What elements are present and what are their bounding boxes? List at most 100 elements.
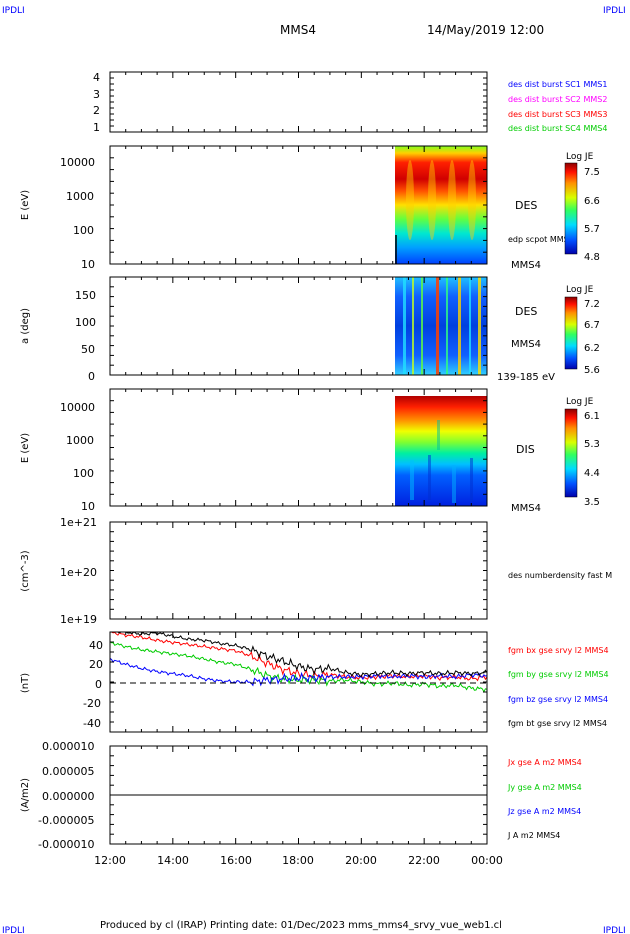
des-pitch-colorbar <box>564 296 578 370</box>
bfield-frame <box>109 631 488 733</box>
des-energy-striations <box>406 160 476 240</box>
density-ytick: 1e+19 <box>60 613 97 626</box>
density-ytick: 1e+21 <box>60 516 97 529</box>
burst-yticks: 4 3 2 1 <box>93 71 100 134</box>
des-pitch-panel: a (deg) 150 100 50 0 DES MMS4 139-185 eV… <box>20 276 600 383</box>
bfield-legend-bz: fgm bz gse srvy l2 MMS4 <box>508 695 608 704</box>
xtick-label: 18:00 <box>282 854 314 867</box>
xtick-label: 14:00 <box>157 854 189 867</box>
cbar-tick: 5.3 <box>584 439 600 450</box>
current-legend-jx: Jx gse A m2 MMS4 <box>507 758 582 767</box>
xtick-label: 00:00 <box>471 854 503 867</box>
des-pitch-ytick: 0 <box>88 370 95 383</box>
ipdli-bottom-left: IPDLI <box>2 926 25 934</box>
burst-ytick: 2 <box>93 104 100 117</box>
cbar-tick: 7.5 <box>584 167 600 178</box>
cbar-tick: 6.1 <box>584 411 600 422</box>
bfield-ytick: -20 <box>83 697 101 710</box>
ipdli-top-left: IPDLI <box>2 6 25 16</box>
dis-energy-texture <box>410 420 473 503</box>
des-energy-ytick: 100 <box>73 224 94 237</box>
burst-ytick: 4 <box>93 71 100 84</box>
des-pitch-side-label: DES <box>515 305 537 318</box>
burst-ytick: 3 <box>93 88 100 101</box>
spacecraft-title: MMS4 <box>280 23 316 37</box>
burst-frame <box>109 71 488 133</box>
time-axis-labels: 12:00 14:00 16:00 18:00 20:00 22:00 00:0… <box>94 854 503 867</box>
des-pitch-ylabel: a (deg) <box>20 308 31 344</box>
bfield-ytick: 20 <box>89 658 103 671</box>
bfield-legend-bx: fgm bx gse srvy l2 MMS4 <box>508 646 609 655</box>
des-energy-ytick: 10 <box>81 258 95 271</box>
dis-energy-ytick: 10 <box>81 500 95 513</box>
des-energy-colorbar-title: Log JE <box>566 152 594 162</box>
cbar-tick: 6.6 <box>584 196 600 207</box>
density-legend: des numberdensity fast M <box>508 571 612 580</box>
series-line <box>109 641 488 693</box>
bfield-panel: (nT) 40 20 0 -20 -40 fgm bx gse srvy l2 … <box>20 631 609 733</box>
ipdli-bottom-right: IPDLI <box>603 926 626 934</box>
dis-energy-panel: E (eV) 10000 1000 100 10 DIS MMS4 Log JE… <box>20 388 600 514</box>
dis-energy-ytick: 10000 <box>60 401 95 414</box>
datetime-title: 14/May/2019 12:00 <box>427 23 544 37</box>
bfield-legend-by: fgm by gse srvy l2 MMS4 <box>508 670 609 679</box>
burst-ytick: 1 <box>93 121 100 134</box>
des-energy-panel: E (eV) 10000 1000 100 10 DES edp scpot M… <box>20 145 600 271</box>
xtick-label: 16:00 <box>220 854 252 867</box>
density-panel: (cm^-3) 1e+21 1e+20 1e+19 des numberdens… <box>20 516 612 626</box>
current-legend-j: J A m2 MMS4 <box>507 831 560 840</box>
series-line <box>110 631 488 678</box>
burst-panel: 4 3 2 1 des dist burst SC1 MMS1 des dist… <box>93 71 607 134</box>
cbar-tick: 7.2 <box>584 299 600 310</box>
xtick-label: 20:00 <box>345 854 377 867</box>
des-pitch-ytick: 150 <box>75 289 96 302</box>
ipdli-top-right: IPDLI <box>603 6 626 16</box>
bfield-ytick: 0 <box>95 678 102 691</box>
current-panel: (A/m2) 0.000010 0.000005 0.000000 -0.000… <box>20 740 582 867</box>
density-ytick: 1e+20 <box>60 566 97 579</box>
des-energy-ylabel: E (eV) <box>20 190 31 220</box>
current-ytick: 0.000000 <box>42 790 95 803</box>
des-pitch-stripes <box>403 277 481 375</box>
density-frame <box>109 521 488 620</box>
cbar-tick: 6.7 <box>584 320 600 331</box>
xtick-label: 12:00 <box>94 854 126 867</box>
des-pitch-ytick: 50 <box>81 343 95 356</box>
density-ylabel: (cm^-3) <box>20 550 31 591</box>
bfield-legend-bt: fgm bt gse srvy l2 MMS4 <box>508 719 607 728</box>
cbar-tick: 5.6 <box>584 365 600 376</box>
des-energy-ytick: 1000 <box>66 190 94 203</box>
des-energy-ytick: 10000 <box>60 156 95 169</box>
cbar-tick: 3.5 <box>584 497 600 508</box>
axis-tick-marks <box>109 72 488 844</box>
current-ytick: 0.000010 <box>42 740 95 753</box>
current-legend-jz: Jz gse A m2 MMS4 <box>507 807 581 816</box>
current-ytick: -0.000010 <box>38 838 94 851</box>
burst-legend-1: des dist burst SC1 MMS1 <box>508 80 607 89</box>
des-pitch-side-label3: 139-185 eV <box>497 372 555 383</box>
burst-legend-3: des dist burst SC3 MMS3 <box>508 110 607 119</box>
xtick-label: 22:00 <box>408 854 440 867</box>
burst-legend-4: des dist burst SC4 MMS4 <box>508 124 607 133</box>
dis-energy-data <box>395 396 487 506</box>
burst-legend-2: des dist burst SC2 MMS2 <box>508 95 607 104</box>
des-energy-extra-label: edp scpot MMS4 <box>508 235 574 244</box>
dis-energy-colorbar-title: Log JE <box>566 397 594 407</box>
cbar-tick: 4.4 <box>584 468 600 479</box>
bfield-ylabel: (nT) <box>20 673 31 693</box>
des-pitch-data <box>395 277 487 375</box>
dis-energy-ytick: 1000 <box>66 434 94 447</box>
dis-energy-ylabel: E (eV) <box>20 433 31 463</box>
dis-energy-colorbar <box>564 408 578 498</box>
cbar-tick: 4.8 <box>584 252 600 263</box>
bfield-ytick: -40 <box>83 717 101 730</box>
current-legend-jy: Jy gse A m2 MMS4 <box>507 783 582 792</box>
current-ytick: 0.000005 <box>42 765 95 778</box>
des-pitch-colorbar-title: Log JE <box>566 285 594 295</box>
footer-text: Produced by cl (IRAP) Printing date: 01/… <box>100 920 502 931</box>
des-energy-side-label2: MMS4 <box>511 260 541 271</box>
dis-energy-ytick: 100 <box>73 467 94 480</box>
des-energy-colorbar <box>564 162 578 255</box>
dis-energy-side-label: DIS <box>516 443 535 456</box>
